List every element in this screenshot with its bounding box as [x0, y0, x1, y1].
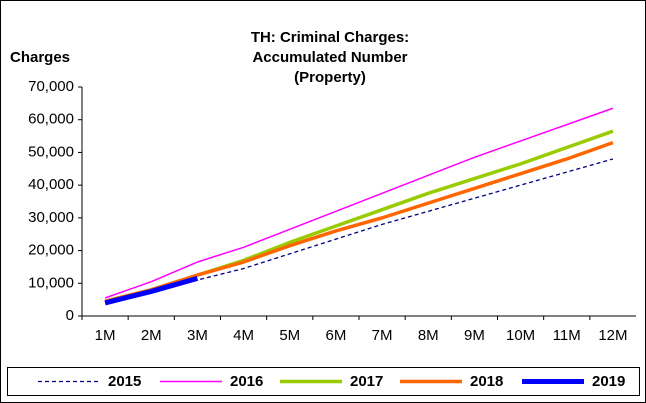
- x-tick-label: 2M: [141, 327, 162, 344]
- x-tick-label: 9M: [464, 327, 485, 344]
- x-tick-label: 6M: [325, 327, 346, 344]
- y-tick-label: 0: [66, 307, 74, 324]
- x-tick-label: 5M: [279, 327, 300, 344]
- y-axis-label: Charges: [10, 49, 70, 66]
- legend-label: 2015: [108, 373, 141, 390]
- x-tick-label: 11M: [553, 327, 581, 344]
- series-line: [104, 140, 614, 303]
- x-tick-label: 10M: [506, 327, 535, 344]
- chart-title: (Property): [294, 69, 366, 86]
- series-line: [104, 275, 199, 306]
- y-tick-label: 40,000: [28, 176, 74, 193]
- x-tick-label: 4M: [233, 327, 254, 344]
- legend-label: 2017: [350, 373, 383, 390]
- chart-title: TH: Criminal Charges:: [251, 29, 409, 46]
- y-tick-label: 70,000: [28, 78, 74, 95]
- x-tick-label: 3M: [187, 327, 208, 344]
- y-tick-label: 10,000: [28, 274, 74, 291]
- x-tick-label: 7M: [372, 327, 393, 344]
- y-tick-label: 30,000: [28, 209, 74, 226]
- y-tick-label: 20,000: [28, 242, 74, 259]
- legend-label: 2016: [230, 373, 263, 390]
- chart-title: Accumulated Number: [252, 49, 407, 66]
- legend-label: 2019: [592, 373, 625, 390]
- legend-label: 2018: [470, 373, 503, 390]
- x-tick-label: 12M: [598, 327, 627, 344]
- x-tick-label: 8M: [418, 327, 439, 344]
- y-tick-label: 50,000: [28, 143, 74, 160]
- series-line: [104, 107, 614, 299]
- y-tick-label: 60,000: [28, 111, 74, 128]
- x-tick-label: 1M: [95, 327, 116, 344]
- legend-box: [7, 367, 640, 396]
